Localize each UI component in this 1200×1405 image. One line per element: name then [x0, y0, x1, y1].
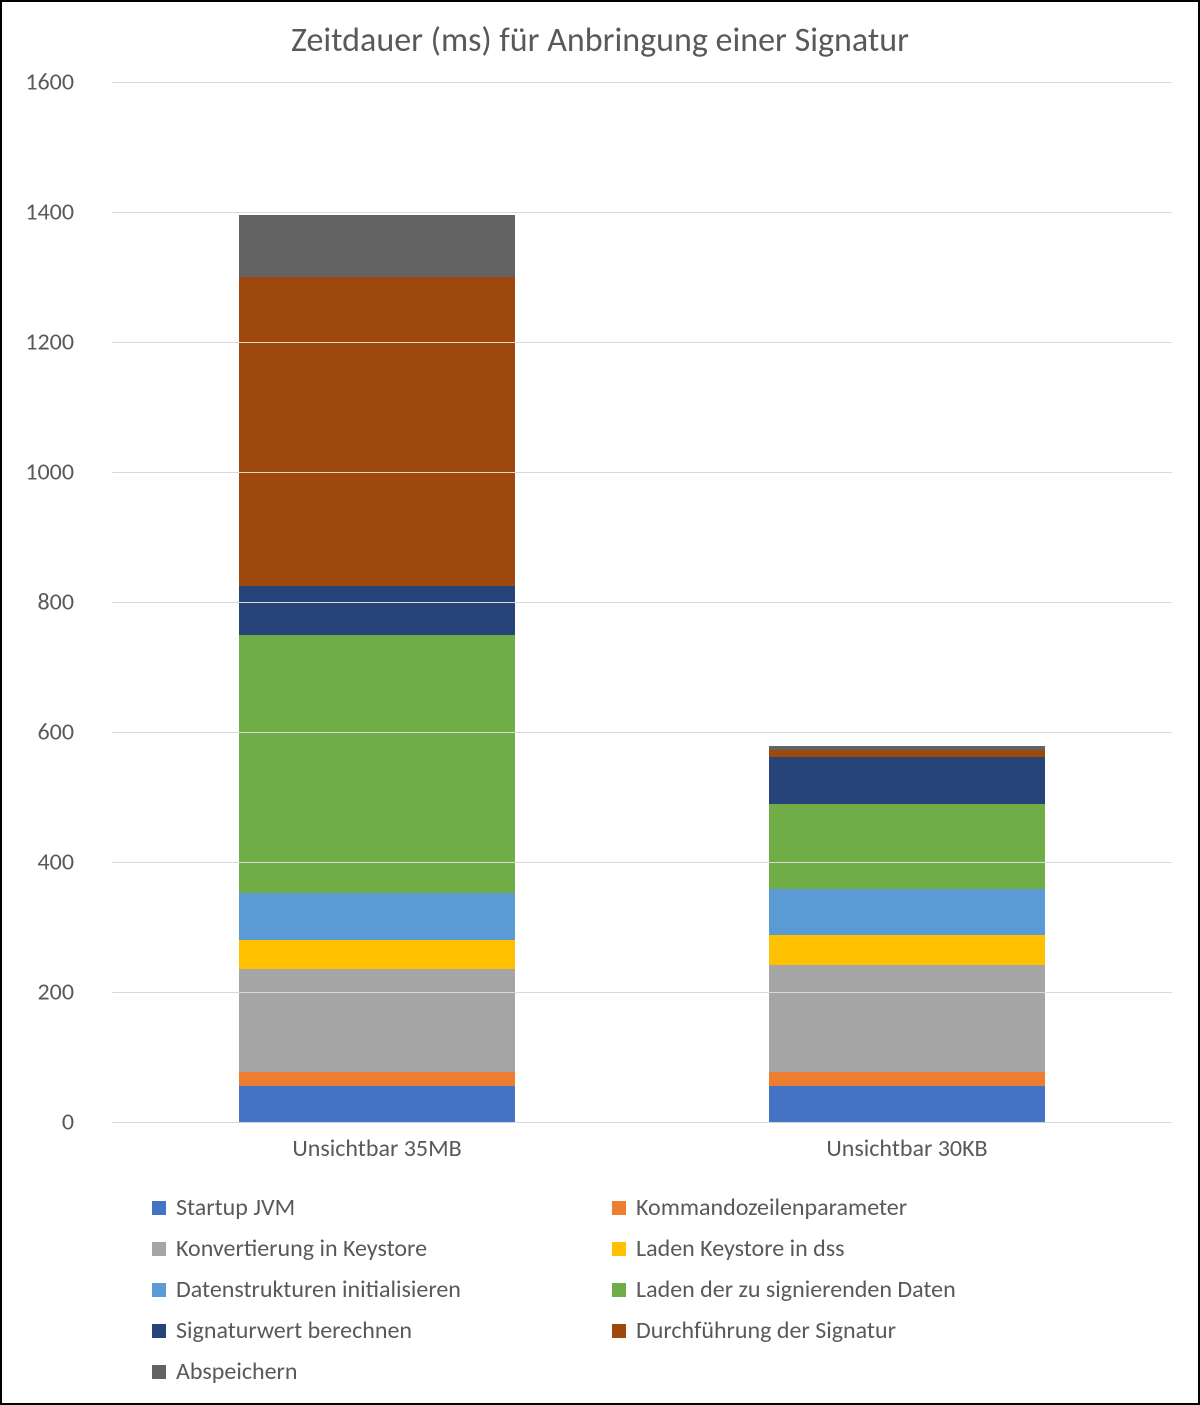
legend-item: Datenstrukturen initialisieren: [152, 1269, 612, 1310]
grid-line: [112, 82, 1172, 83]
legend-swatch: [152, 1365, 166, 1379]
legend-item: Konvertierung in Keystore: [152, 1228, 612, 1269]
bar-segment: [769, 1086, 1045, 1122]
grid-line: [112, 212, 1172, 213]
plot-area: Unsichtbar 35MBUnsichtbar 30KB 020040060…: [112, 82, 1172, 1122]
legend-item: Laden Keystore in dss: [612, 1228, 1072, 1269]
bar-segment: [769, 757, 1045, 804]
legend-label: Datenstrukturen initialisieren: [176, 1275, 461, 1304]
x-axis-label: Unsichtbar 30KB: [826, 1134, 987, 1163]
bar-segment: [769, 965, 1045, 1072]
y-axis-label: 1600: [0, 68, 74, 97]
legend-item: Abspeichern: [152, 1351, 612, 1392]
chart-container: Zeitdauer (ms) für Anbringung einer Sign…: [0, 0, 1200, 1405]
legend-swatch: [612, 1201, 626, 1215]
legend-item: Kommandozeilenparameter: [612, 1187, 1072, 1228]
stacked-bar: [769, 746, 1045, 1122]
grid-line: [112, 1122, 1172, 1123]
legend-label: Konvertierung in Keystore: [176, 1234, 427, 1263]
y-axis-label: 0: [0, 1108, 74, 1137]
bar-segment: [239, 1072, 515, 1086]
bar-segment: [239, 586, 515, 635]
legend-swatch: [152, 1283, 166, 1297]
y-axis-label: 400: [0, 848, 74, 877]
bar-segment: [239, 277, 515, 586]
legend-item: Startup JVM: [152, 1187, 612, 1228]
legend-label: Laden Keystore in dss: [636, 1234, 845, 1263]
bar-segment: [239, 940, 515, 969]
grid-line: [112, 602, 1172, 603]
bar-segment: [769, 804, 1045, 889]
legend-label: Durchführung der Signatur: [636, 1316, 896, 1345]
bar-segment: [769, 750, 1045, 758]
legend-item: Durchführung der Signatur: [612, 1310, 1072, 1351]
bar-segment: [769, 889, 1045, 936]
chart-title: Zeitdauer (ms) für Anbringung einer Sign…: [2, 2, 1198, 61]
y-axis-label: 1000: [0, 458, 74, 487]
grid-line: [112, 992, 1172, 993]
bar-segment: [239, 969, 515, 1072]
legend-swatch: [152, 1201, 166, 1215]
legend-label: Abspeichern: [176, 1357, 298, 1386]
legend-item: Signaturwert berechnen: [152, 1310, 612, 1351]
legend-swatch: [612, 1324, 626, 1338]
x-axis-label: Unsichtbar 35MB: [292, 1134, 461, 1163]
grid-line: [112, 862, 1172, 863]
legend-label: Signaturwert berechnen: [176, 1316, 412, 1345]
grid-line: [112, 342, 1172, 343]
bar-segment: [239, 635, 515, 894]
legend-item: Laden der zu signierenden Daten: [612, 1269, 1072, 1310]
bar-segment: [239, 1086, 515, 1122]
y-axis-label: 800: [0, 588, 74, 617]
bar-segment: [769, 935, 1045, 964]
stacked-bar: [239, 215, 515, 1122]
y-axis-label: 600: [0, 718, 74, 747]
legend: Startup JVM Kommandozeilenparameter Konver…: [152, 1187, 1072, 1392]
legend-swatch: [152, 1324, 166, 1338]
legend-swatch: [612, 1242, 626, 1256]
legend-label: Kommandozeilenparameter: [636, 1193, 907, 1222]
y-axis-label: 1200: [0, 328, 74, 357]
y-axis-label: 1400: [0, 198, 74, 227]
legend-swatch: [152, 1242, 166, 1256]
bar-segment: [239, 215, 515, 277]
legend-label: Startup JVM: [176, 1193, 295, 1222]
legend-label: Laden der zu signierenden Daten: [636, 1275, 956, 1304]
grid-line: [112, 472, 1172, 473]
y-axis-label: 200: [0, 978, 74, 1007]
bar-segment: [239, 893, 515, 940]
grid-line: [112, 732, 1172, 733]
legend-swatch: [612, 1283, 626, 1297]
bar-segment: [769, 1072, 1045, 1086]
